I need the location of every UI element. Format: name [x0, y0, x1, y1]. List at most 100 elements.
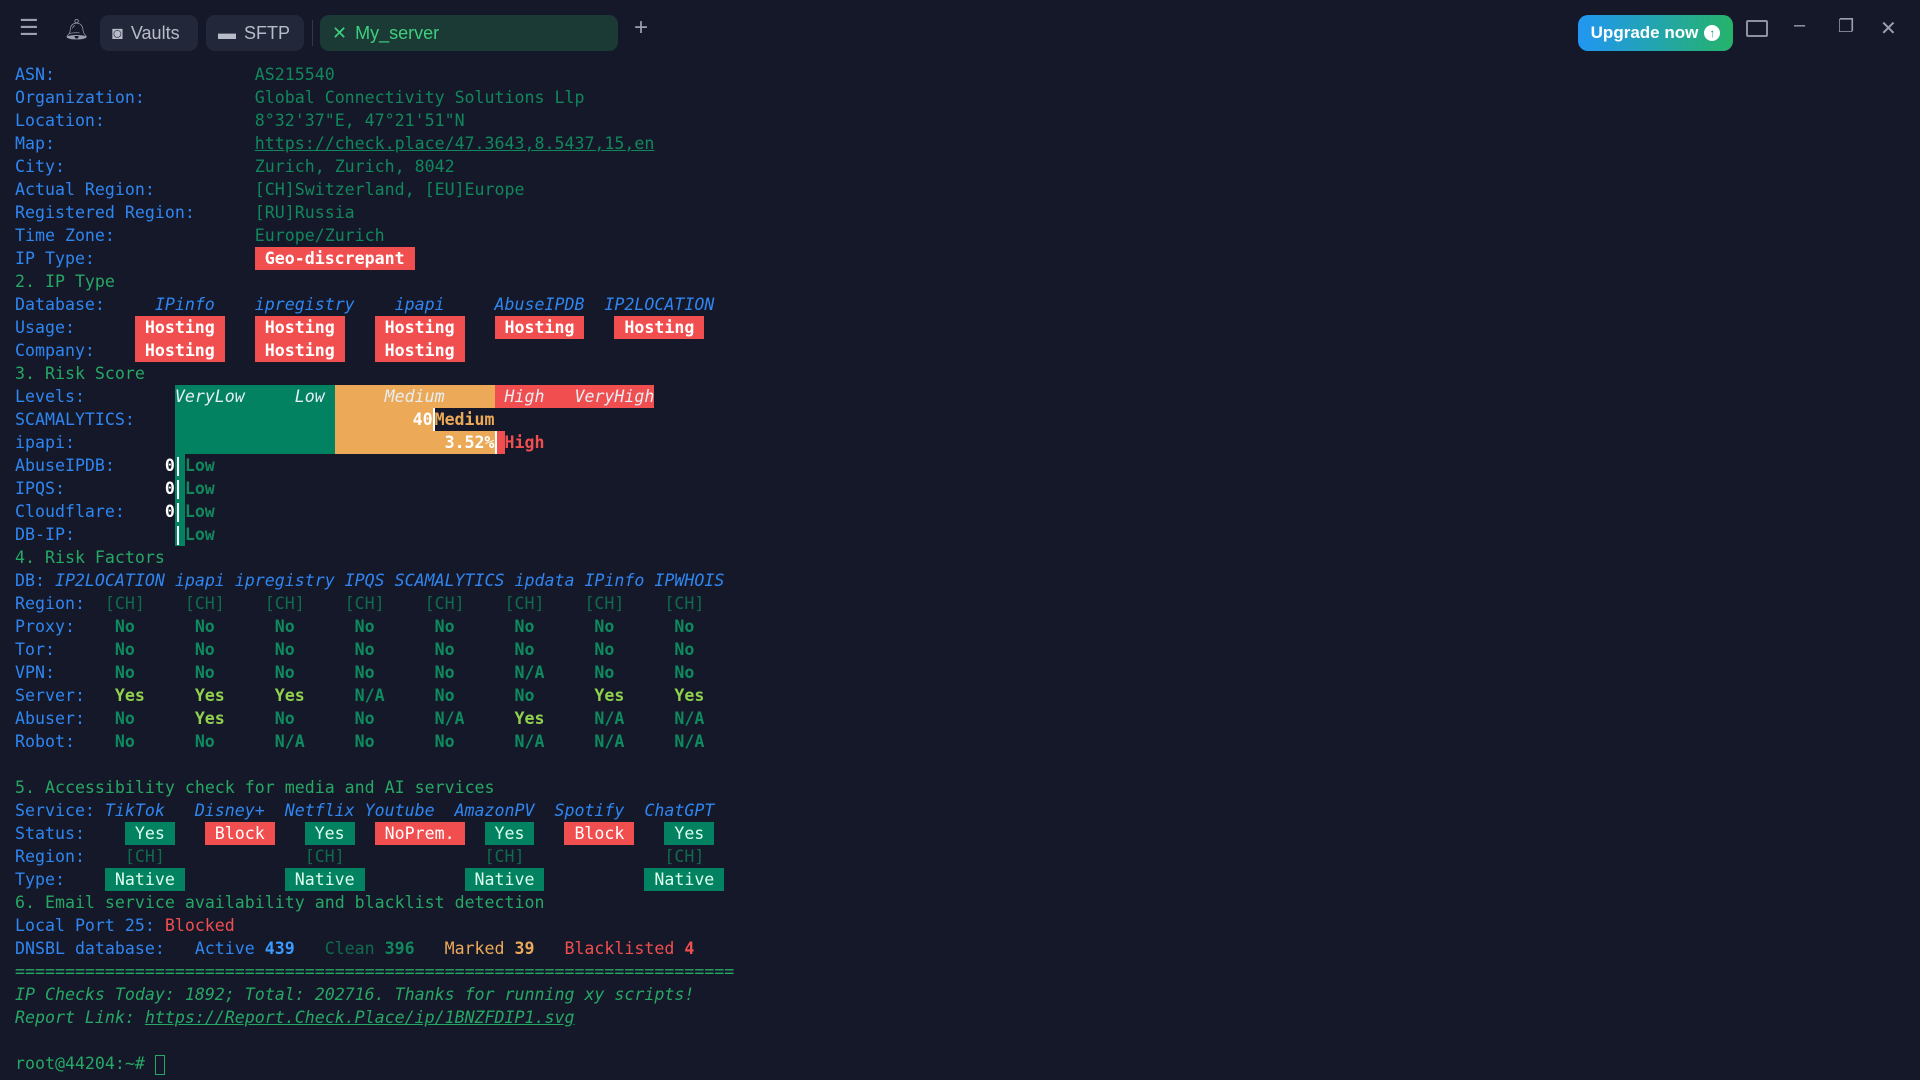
factor-value: [CH]	[504, 594, 545, 613]
map-link[interactable]: https://check.place/47.3643,8.5437,15,en	[254, 134, 655, 153]
factor-label: Abuser:	[15, 709, 85, 728]
level-label: VeryLow	[174, 387, 245, 406]
factor-value: No	[514, 686, 535, 705]
factor-value: N/A	[674, 709, 705, 728]
org-value: Global Connectivity Solutions Llp	[254, 88, 585, 107]
db-name: AbuseIPDB	[494, 295, 585, 314]
risk-source-label: SCAMALYTICS:	[15, 410, 135, 429]
active-count: 439	[264, 939, 295, 958]
close-window-icon[interactable]: ✕	[1880, 18, 1897, 40]
risk-score-value: 40	[334, 408, 435, 431]
factor-value: N/A	[594, 709, 625, 728]
section-services: 5. Accessibility check for media and AI …	[15, 778, 495, 797]
asn-value: AS215540	[254, 65, 335, 84]
tab-divider	[312, 20, 313, 46]
service-name: TikTok	[104, 801, 165, 820]
terminal-output[interactable]: ASN: AS215540 Organization: Global Connect…	[15, 63, 1895, 1075]
factor-value: No	[194, 663, 215, 682]
factor-label: Server:	[15, 686, 85, 705]
factor-value: No	[114, 709, 135, 728]
restore-icon[interactable]: ❐	[1838, 16, 1855, 36]
bell-icon[interactable]: 🔔︎	[64, 19, 90, 41]
marked-label: Marked	[444, 939, 505, 958]
level-bar-high	[494, 385, 655, 408]
factor-value: No	[434, 663, 455, 682]
service-region: [CH]	[124, 847, 165, 866]
factor-value: Yes	[514, 709, 545, 728]
factor-value: No	[114, 640, 135, 659]
tab-label: SFTP	[244, 22, 291, 43]
close-tab-icon[interactable]: ✕	[332, 22, 348, 43]
upgrade-button[interactable]: Upgrade now ↑	[1578, 15, 1733, 51]
port25-status: Blocked	[164, 916, 235, 935]
timezone-value: Europe/Zurich	[254, 226, 385, 245]
factor-value: No	[354, 732, 375, 751]
factor-label: VPN:	[15, 663, 55, 682]
risk-level: High	[504, 433, 545, 452]
risk-score-value: 0	[164, 502, 175, 521]
risk-source-label: IPQS:	[15, 479, 65, 498]
factor-row: Tor: No No No No No No No No	[15, 638, 1895, 661]
factor-value: No	[594, 663, 615, 682]
usage-badge: Hosting	[134, 316, 225, 339]
factor-value: N/A	[674, 732, 705, 751]
section-ip-type: 2. IP Type	[15, 272, 115, 291]
actual-region-label: Actual Region:	[15, 180, 155, 199]
active-label: Active	[194, 939, 255, 958]
factor-row: Abuser: No Yes No No N/A Yes N/A N/A	[15, 707, 1895, 730]
dnsbl-label: DNSBL database:	[15, 939, 165, 958]
service-name: Youtube	[364, 801, 435, 820]
location-label: Location:	[15, 111, 105, 130]
usage-badge: Hosting	[494, 316, 585, 339]
ip-type-badge: Geo-discrepant	[254, 247, 415, 270]
level-label: High	[504, 387, 545, 406]
registered-region-value: [RU]Russia	[254, 203, 355, 222]
db-name: IPinfo	[154, 295, 215, 314]
ip-type-label: IP Type:	[15, 249, 95, 268]
tab-sftp[interactable]: ▬ SFTP	[206, 15, 304, 51]
factor-label: Robot:	[15, 732, 75, 751]
location-value: 8°32'37"E, 47°21'51"N	[254, 111, 465, 130]
factor-row: VPN: No No No No No N/A No No	[15, 661, 1895, 684]
service-name: Netflix	[284, 801, 355, 820]
upgrade-label: Upgrade now	[1590, 23, 1699, 42]
shell-prompt: root@44204:~#	[15, 1054, 155, 1073]
org-label: Organization:	[15, 88, 145, 107]
tab-my-server[interactable]: ✕ My_server	[320, 15, 618, 51]
menu-icon[interactable]: ☰	[19, 15, 39, 40]
sidebar-toggle-icon[interactable]	[1746, 20, 1768, 37]
db-name: ipapi	[174, 571, 225, 590]
vault-icon: ◙	[112, 22, 123, 43]
score-bar-high	[494, 431, 505, 454]
port25-label: Local Port 25:	[15, 916, 155, 935]
new-tab-icon[interactable]: +	[634, 14, 649, 41]
service-region: [CH]	[484, 847, 525, 866]
separator: ========================================…	[15, 962, 735, 981]
factor-value: N/A	[274, 732, 305, 751]
factor-value: No	[594, 640, 615, 659]
db-name: IP2LOCATION	[604, 295, 715, 314]
db-name: IP2LOCATION	[54, 571, 165, 590]
factor-label: Proxy:	[15, 617, 75, 636]
blacklisted-label: Blacklisted	[564, 939, 675, 958]
factor-value: [CH]	[184, 594, 225, 613]
factor-value: N/A	[434, 709, 465, 728]
cursor[interactable]	[154, 1054, 165, 1075]
db-name: ipdata	[514, 571, 575, 590]
factor-value: No	[274, 709, 295, 728]
type-badge: Native	[284, 868, 365, 891]
status-badge: Block	[204, 822, 275, 845]
score-bar-low	[174, 408, 335, 431]
factor-label: Region:	[15, 594, 85, 613]
factor-value: Yes	[194, 686, 225, 705]
factor-value: [CH]	[664, 594, 705, 613]
factor-value: No	[194, 617, 215, 636]
minimize-icon[interactable]: –	[1794, 14, 1806, 36]
timezone-label: Time Zone:	[15, 226, 115, 245]
factor-value: No	[354, 709, 375, 728]
report-link[interactable]: https://Report.Check.Place/ip/1BNZFDIP1.…	[144, 1008, 575, 1027]
status-badge: Yes	[304, 822, 355, 845]
asn-label: ASN:	[15, 65, 55, 84]
factor-value: No	[114, 732, 135, 751]
tab-vaults[interactable]: ◙ Vaults	[100, 15, 198, 51]
